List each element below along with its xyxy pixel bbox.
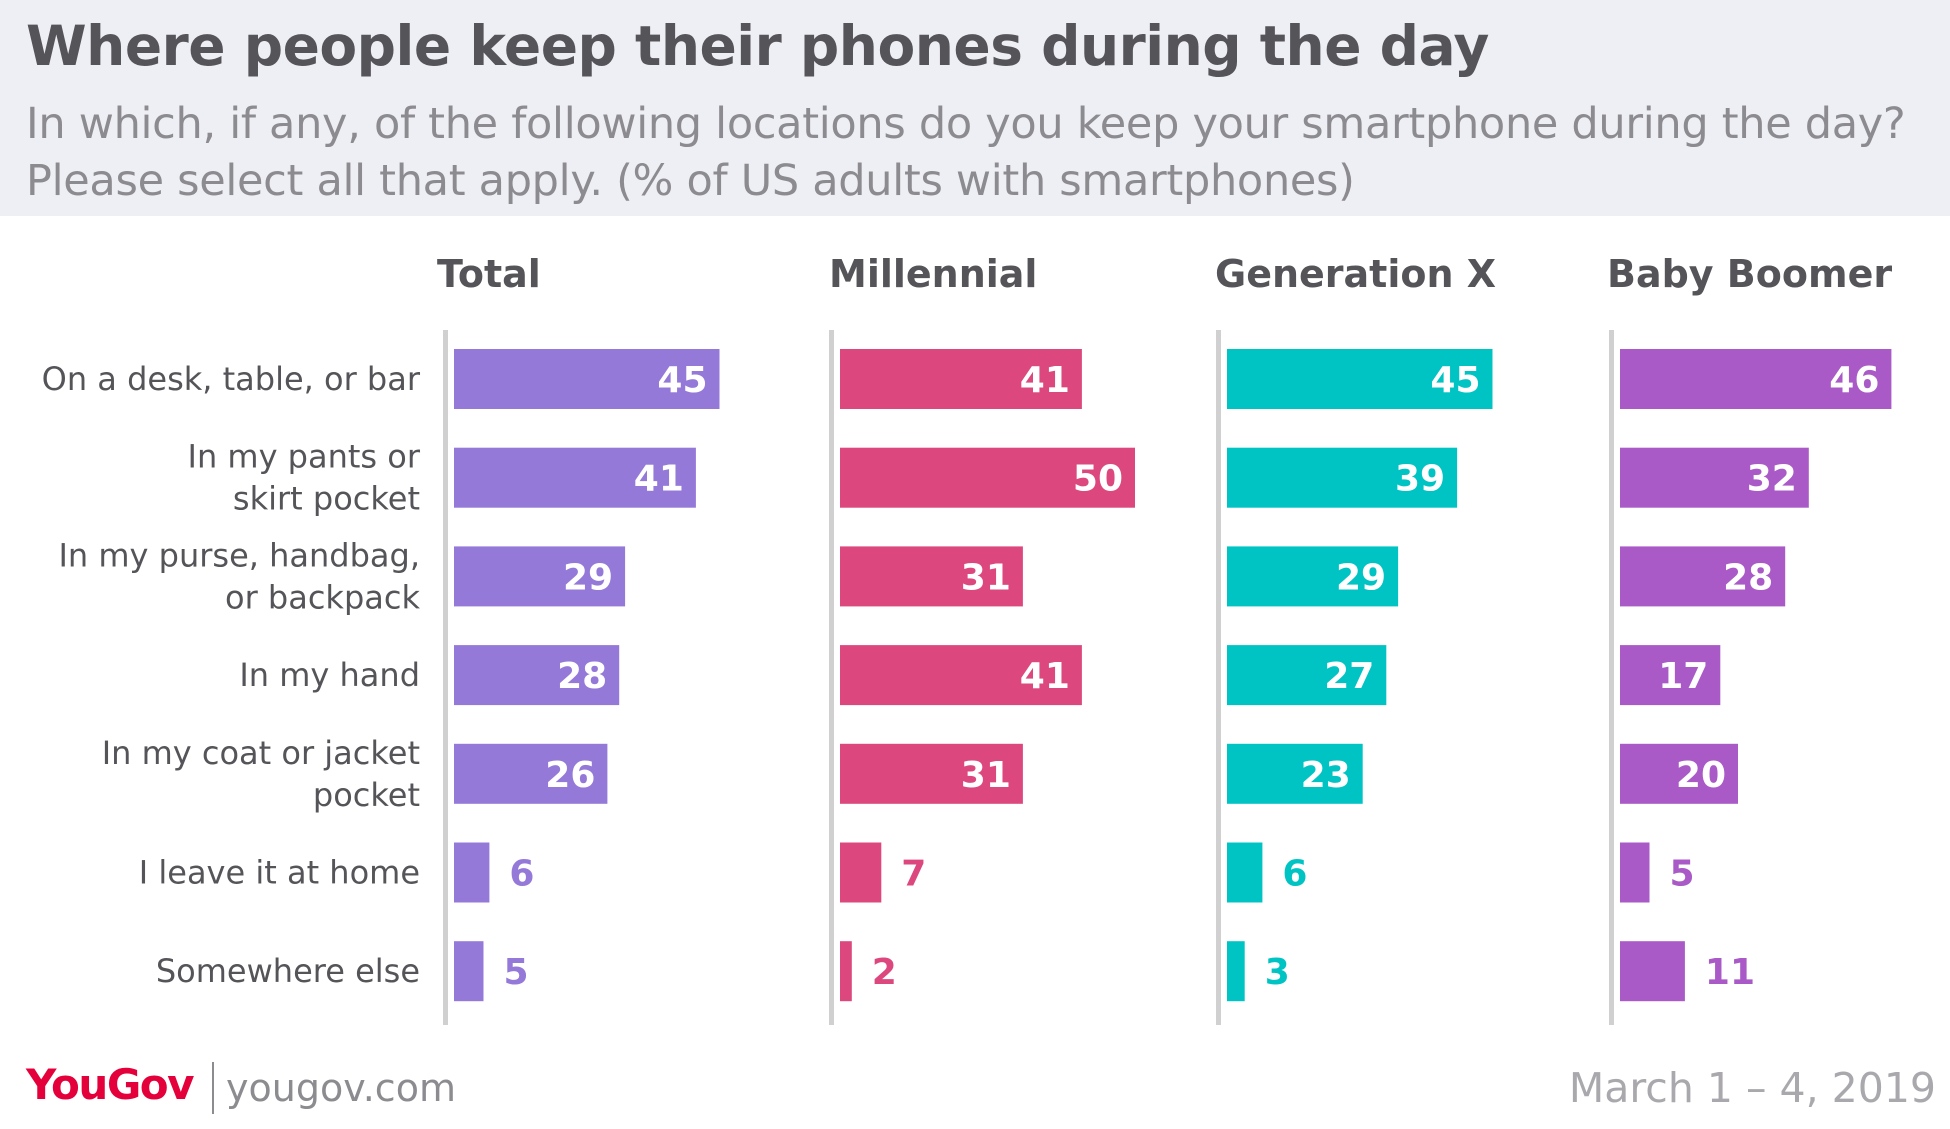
category-label-line: In my purse, handbag, xyxy=(58,536,420,574)
category-label-line: Somewhere else xyxy=(156,952,420,990)
series-header-generation-x: Generation X xyxy=(1215,252,1496,296)
yougov-logo: YouGov xyxy=(26,1060,195,1109)
axis-line-total xyxy=(443,330,448,1025)
bar-baby-boomer xyxy=(1620,941,1685,1002)
data-label-generation-x: 27 xyxy=(1324,656,1374,697)
category-label: I leave it at home xyxy=(139,854,420,892)
category-label: In my coat or jacket pocket xyxy=(102,734,420,814)
category-label-line: pocket xyxy=(313,776,420,814)
bar-total xyxy=(454,447,696,508)
bar-total xyxy=(454,743,608,804)
bar-generation-x xyxy=(1227,447,1458,508)
data-label-generation-x: 6 xyxy=(1282,854,1307,895)
bar-millennial xyxy=(840,546,1023,607)
subtitle-line-2: Please select all that apply. (% of US a… xyxy=(26,156,1355,206)
bar-generation-x xyxy=(1227,645,1387,706)
data-label-baby-boomer: 28 xyxy=(1723,557,1773,598)
category-label-line: In my pants or xyxy=(188,438,421,476)
axis-line-baby-boomer xyxy=(1609,330,1614,1025)
bar-millennial xyxy=(840,941,852,1002)
bar-chart: On a desk, table, or bar In my pants or sk… xyxy=(42,252,1892,1025)
data-label-millennial: 50 xyxy=(1073,459,1123,500)
category-label-line: In my hand xyxy=(239,656,420,694)
bar-total xyxy=(454,941,484,1002)
bar-baby-boomer xyxy=(1620,447,1809,508)
chart-title: Where people keep their phones during th… xyxy=(26,14,1489,78)
series-header-baby-boomer: Baby Boomer xyxy=(1607,252,1892,296)
bar-baby-boomer xyxy=(1620,645,1721,706)
bar-total xyxy=(454,546,626,607)
category-label-line: skirt pocket xyxy=(233,480,420,518)
data-label-baby-boomer: 11 xyxy=(1705,952,1755,993)
data-label-baby-boomer: 20 xyxy=(1676,755,1726,796)
survey-date: March 1 – 4, 2019 xyxy=(1568,1064,1936,1112)
bar-generation-x xyxy=(1227,842,1263,903)
chart-subtitle: In which, if any, of the following locat… xyxy=(26,96,1946,210)
bar-total xyxy=(454,349,720,409)
bar-generation-x xyxy=(1227,349,1493,409)
category-label: On a desk, table, or bar xyxy=(42,360,421,398)
data-label-millennial: 31 xyxy=(961,557,1011,598)
data-label-generation-x: 3 xyxy=(1265,952,1290,993)
bar-generation-x xyxy=(1227,941,1245,1002)
axis-line-generation-x xyxy=(1216,330,1221,1025)
bar-millennial xyxy=(840,447,1135,508)
category-label: In my hand xyxy=(239,656,420,694)
bar-millennial xyxy=(840,645,1082,706)
category-label-line: or backpack xyxy=(225,578,420,616)
bar-generation-x xyxy=(1227,546,1399,607)
category-label-line: I leave it at home xyxy=(139,854,420,892)
data-label-generation-x: 29 xyxy=(1336,557,1386,598)
data-label-total: 6 xyxy=(509,854,534,895)
bar-baby-boomer xyxy=(1620,842,1650,903)
category-label: Somewhere else xyxy=(156,952,420,990)
data-label-baby-boomer: 17 xyxy=(1658,656,1708,697)
category-label: In my pants or skirt pocket xyxy=(188,438,421,518)
data-label-total: 28 xyxy=(557,656,607,697)
data-label-total: 5 xyxy=(504,952,529,993)
data-label-baby-boomer: 5 xyxy=(1670,854,1695,895)
bar-millennial xyxy=(840,743,1023,804)
data-label-generation-x: 45 xyxy=(1430,360,1480,401)
bar-baby-boomer xyxy=(1620,349,1892,409)
data-label-baby-boomer: 46 xyxy=(1829,360,1879,401)
series-header-millennial: Millennial xyxy=(829,252,1037,296)
footer-site: yougov.com xyxy=(226,1066,456,1110)
bar-millennial xyxy=(840,349,1082,409)
data-label-total: 26 xyxy=(545,755,595,796)
header-band: Where people keep their phones during th… xyxy=(0,0,1950,216)
bar-baby-boomer xyxy=(1620,546,1786,607)
bar-total xyxy=(454,645,620,706)
category-label-line: On a desk, table, or bar xyxy=(42,360,421,398)
data-label-millennial: 41 xyxy=(1020,656,1070,697)
data-label-baby-boomer: 32 xyxy=(1747,459,1797,500)
footer-divider xyxy=(212,1062,214,1114)
data-label-generation-x: 23 xyxy=(1301,755,1351,796)
data-label-millennial: 41 xyxy=(1020,360,1070,401)
bar-baby-boomer xyxy=(1620,743,1738,804)
data-label-generation-x: 39 xyxy=(1395,459,1445,500)
bar-generation-x xyxy=(1227,743,1363,804)
data-label-millennial: 31 xyxy=(961,755,1011,796)
data-label-millennial: 7 xyxy=(901,854,926,895)
data-label-total: 45 xyxy=(657,360,707,401)
category-label: In my purse, handbag, or backpack xyxy=(58,536,420,616)
bar-total xyxy=(454,842,490,903)
data-label-total: 29 xyxy=(563,557,613,598)
subtitle-line-1: In which, if any, of the following locat… xyxy=(26,99,1906,149)
category-label-line: In my coat or jacket xyxy=(102,734,420,772)
axis-line-millennial xyxy=(829,330,834,1025)
bar-millennial xyxy=(840,842,882,903)
data-label-total: 41 xyxy=(634,459,684,500)
series-header-total: Total xyxy=(437,252,541,296)
data-label-millennial: 2 xyxy=(872,952,897,993)
